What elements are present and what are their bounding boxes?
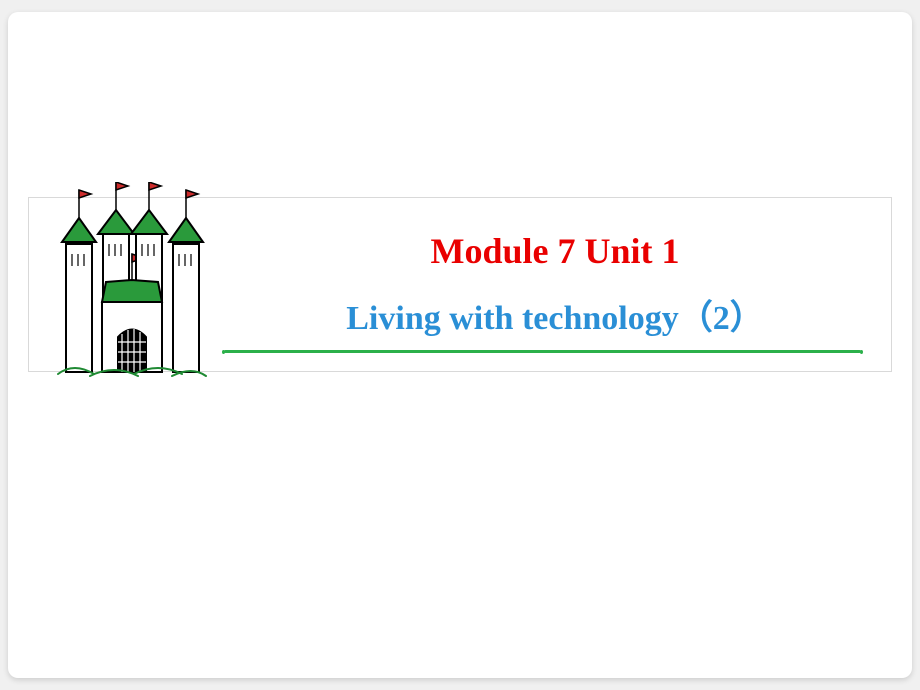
module-title: Module 7 Unit 1 (430, 230, 679, 272)
title-band: Module 7 Unit 1 Living with technology（2… (28, 197, 892, 372)
castle-icon (54, 182, 209, 382)
castle-illustration (54, 182, 209, 382)
slide: Module 7 Unit 1 Living with technology（2… (8, 12, 912, 678)
subtitle: Living with technology（2） (346, 290, 763, 339)
underline-decoration (224, 350, 861, 353)
title-text-group: Module 7 Unit 1 Living with technology（2… (249, 198, 861, 371)
